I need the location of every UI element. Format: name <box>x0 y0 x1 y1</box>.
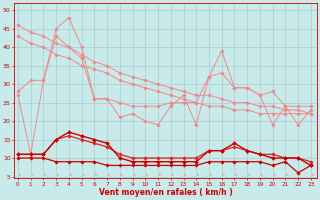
X-axis label: Vent moyen/en rafales ( km/h ): Vent moyen/en rafales ( km/h ) <box>99 188 233 197</box>
